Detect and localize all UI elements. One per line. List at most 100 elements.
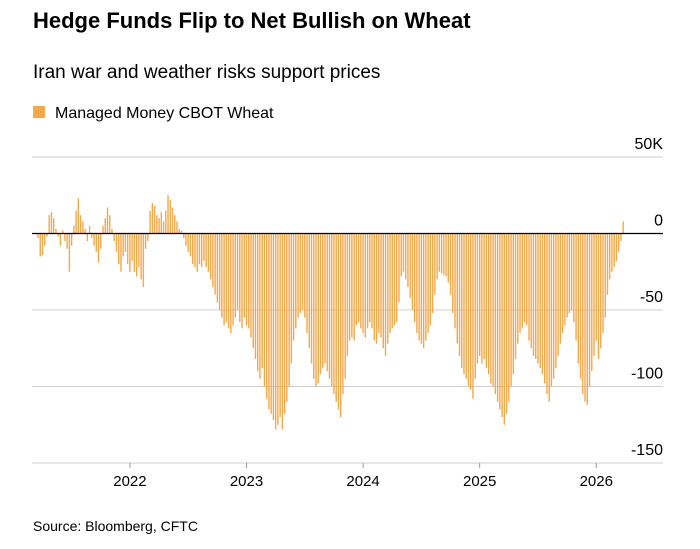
bar — [474, 233, 476, 379]
bar — [223, 233, 225, 326]
bar — [398, 233, 400, 303]
bar — [342, 233, 344, 395]
bar — [454, 233, 456, 329]
bar — [369, 233, 371, 323]
x-tick-label: 2024 — [346, 473, 379, 490]
bar — [319, 233, 322, 375]
bar — [387, 233, 389, 344]
bar — [91, 233, 93, 239]
bar — [165, 210, 167, 234]
bar — [55, 228, 57, 234]
bar — [517, 233, 519, 344]
bar — [140, 233, 142, 280]
bar — [109, 215, 111, 234]
bar — [304, 233, 306, 318]
bar — [337, 233, 340, 410]
bar — [535, 233, 537, 359]
bar — [191, 233, 194, 265]
bar — [133, 233, 136, 272]
bar — [265, 233, 268, 399]
bar — [505, 233, 508, 415]
bar — [508, 233, 510, 402]
bar — [579, 233, 582, 379]
bar — [611, 233, 613, 272]
bar — [261, 233, 263, 369]
bar — [236, 233, 239, 310]
bar — [566, 233, 568, 318]
bar — [378, 233, 380, 333]
bar — [436, 233, 438, 280]
bar — [416, 233, 418, 333]
bar — [37, 233, 39, 239]
bar — [39, 233, 41, 257]
x-tick-label: 2025 — [463, 473, 496, 490]
bar — [317, 233, 319, 384]
bar — [274, 233, 277, 430]
bar — [209, 233, 212, 280]
bar — [604, 233, 606, 318]
bar — [510, 233, 512, 387]
bar — [169, 199, 171, 234]
bar — [104, 218, 106, 234]
bar — [115, 233, 118, 252]
bar — [234, 233, 236, 318]
bar — [218, 233, 221, 310]
bar — [335, 233, 337, 402]
bar — [543, 233, 546, 384]
bar — [174, 215, 176, 234]
bar — [588, 233, 591, 387]
bar — [257, 233, 259, 372]
bar — [467, 233, 470, 387]
bar — [595, 233, 597, 341]
bar — [346, 233, 349, 356]
bar — [41, 233, 44, 255]
bar — [315, 233, 317, 387]
bar — [268, 233, 270, 410]
bar — [615, 233, 618, 262]
bar — [481, 233, 483, 364]
bar — [396, 233, 398, 323]
bar — [160, 212, 163, 234]
bar — [135, 233, 138, 277]
bar — [200, 233, 203, 268]
bar — [447, 233, 449, 283]
chart-subtitle: Iran war and weather risks support price… — [33, 62, 380, 83]
bar — [537, 233, 539, 364]
bar — [252, 233, 254, 349]
bar — [106, 207, 109, 234]
bar — [438, 233, 441, 272]
bar — [324, 233, 326, 364]
bar — [227, 233, 230, 329]
bar — [149, 210, 151, 234]
bar — [263, 233, 266, 387]
bar — [373, 233, 375, 341]
bar — [243, 233, 245, 318]
bar — [418, 233, 420, 341]
y-tick-label: 50K — [635, 136, 664, 153]
bar — [308, 233, 310, 349]
y-tick-label: -100 — [631, 366, 663, 383]
bar — [557, 233, 559, 356]
bar — [299, 233, 302, 314]
bar — [503, 233, 506, 425]
bar — [440, 233, 443, 274]
bar — [126, 233, 129, 265]
bar — [111, 228, 113, 234]
bar — [147, 233, 149, 242]
bar — [375, 233, 378, 344]
bar — [586, 233, 588, 405]
x-tick-label: 2022 — [113, 473, 146, 490]
bar — [198, 233, 201, 265]
bar — [546, 233, 548, 395]
y-tick-label: 0 — [654, 213, 663, 230]
bar — [348, 233, 351, 341]
bar — [550, 233, 553, 387]
bar — [66, 233, 68, 249]
bar — [389, 233, 391, 333]
bar — [485, 233, 488, 369]
bar — [113, 233, 115, 242]
bar — [248, 233, 250, 329]
bar — [75, 210, 77, 234]
bar — [306, 233, 308, 333]
bar — [499, 233, 501, 410]
